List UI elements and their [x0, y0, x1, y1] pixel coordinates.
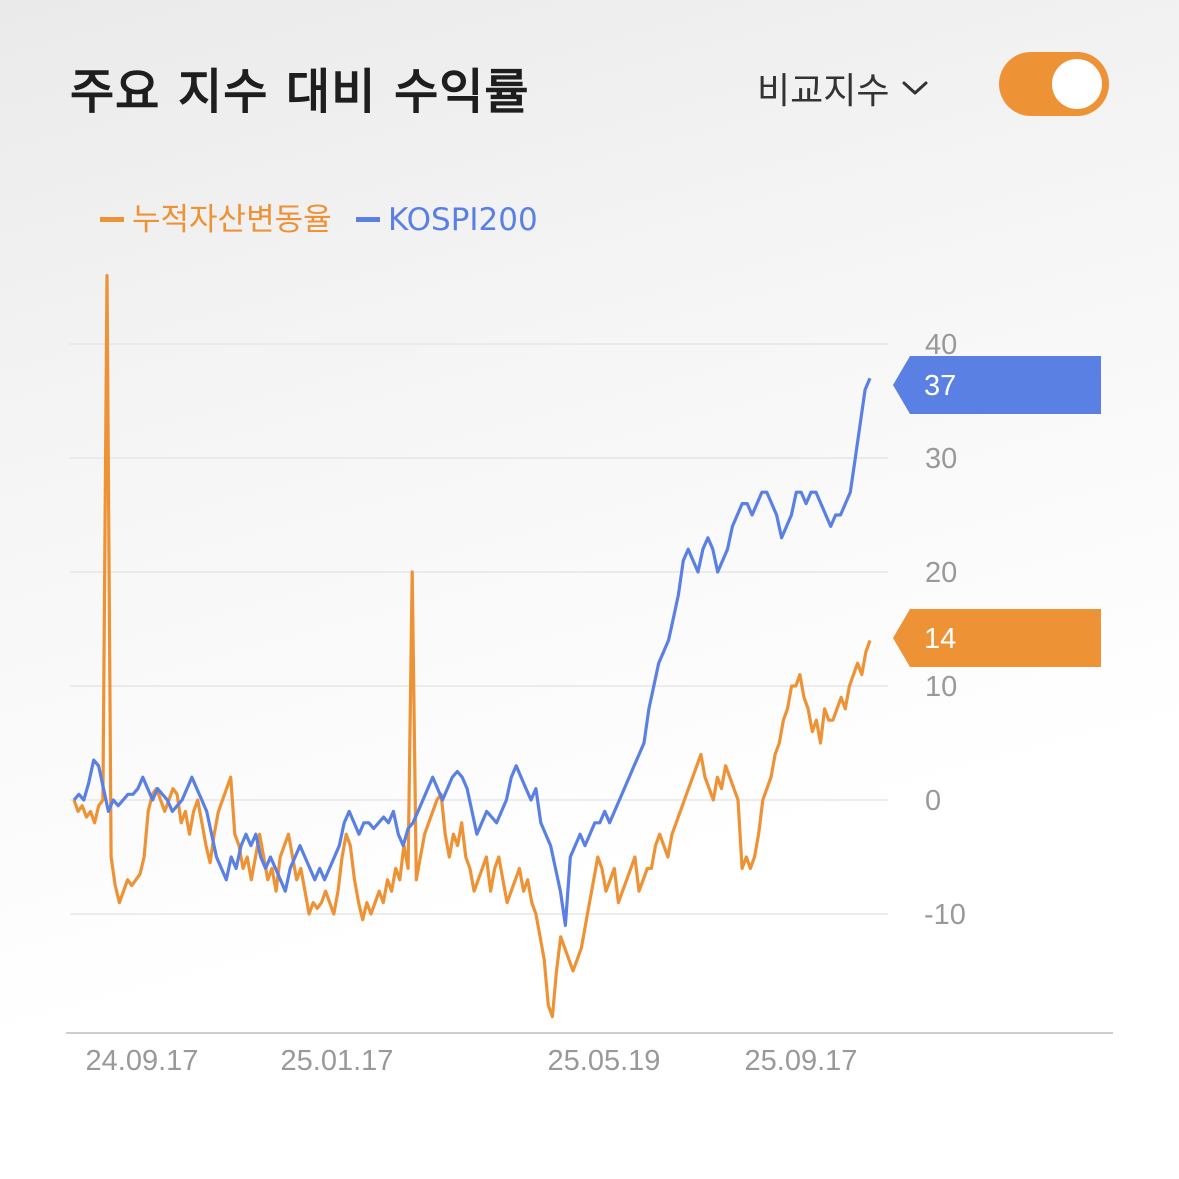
toggle-knob: [1052, 59, 1102, 109]
legend-swatch-asset: [100, 217, 124, 222]
y-tick-label: 20: [925, 557, 957, 589]
page-title: 주요 지수 대비 수익률: [70, 64, 530, 120]
chart-legend: 누적자산변동율 KOSPI200: [100, 202, 538, 238]
asset-change-line: [72, 274, 872, 1019]
legend-label-asset: 누적자산변동율: [132, 202, 332, 238]
x-tick-label: 25.09.17: [745, 1045, 858, 1077]
compare-index-label: 비교지수: [757, 71, 890, 112]
kospi200-value-badge: [893, 356, 1101, 414]
legend-swatch-kospi: [356, 217, 380, 222]
chevron-down-icon: [902, 81, 928, 95]
asset-value-badge: [893, 609, 1101, 667]
x-axis-labels: 24.09.17 25.01.17 25.05.19 25.09.17: [86, 1045, 858, 1077]
value-badges: 37 14: [893, 356, 1101, 667]
series-lines: [72, 274, 872, 1019]
asset-value-label: 14: [924, 623, 956, 655]
kospi200-value-label: 37: [924, 370, 956, 402]
x-tick-label: 25.01.17: [281, 1045, 394, 1077]
y-tick-label: -10: [924, 899, 966, 931]
compare-index-dropdown[interactable]: 비교지수: [757, 62, 929, 114]
y-axis-labels: -10 0 10 20 30 40: [924, 329, 966, 931]
y-tick-label: 40: [925, 329, 957, 361]
compare-toggle[interactable]: [999, 52, 1109, 116]
x-tick-label: 25.05.19: [548, 1045, 661, 1077]
grid-lines: [70, 343, 888, 915]
kospi200-line: [72, 377, 872, 928]
x-tick-label: 24.09.17: [86, 1045, 199, 1077]
legend-label-kospi: KOSPI200: [388, 202, 538, 238]
y-tick-label: 10: [925, 671, 957, 703]
y-tick-label: 0: [925, 785, 941, 817]
y-tick-label: 30: [925, 443, 957, 475]
